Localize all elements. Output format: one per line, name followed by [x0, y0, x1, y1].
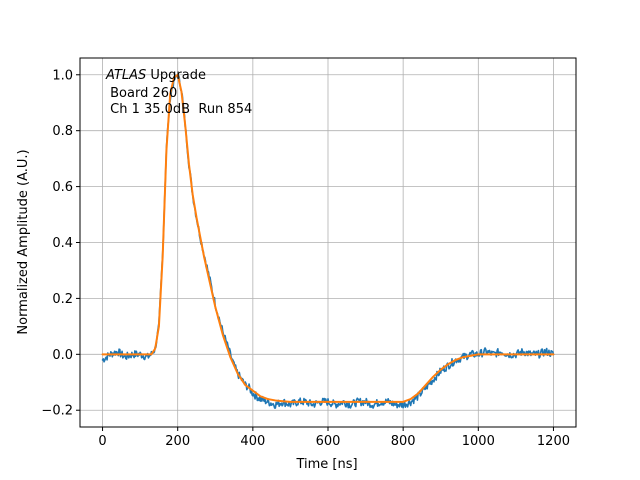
y-axis-ticks: −0.2 0.0 0.2 0.4 0.6 0.8 1.0: [41, 68, 80, 419]
y-tick-label: 0.6: [52, 180, 73, 195]
x-tick-label: 600: [316, 434, 341, 449]
y-tick-label: 0.8: [52, 124, 73, 139]
x-axis-ticks: 0 200 400 600 800 1000 1200: [98, 427, 570, 449]
y-axis-label: Normalized Amplitude (A.U.): [16, 149, 31, 334]
x-tick-label: 400: [240, 434, 265, 449]
annotation-atlas: ATLAS: [105, 68, 146, 83]
x-tick-label: 0: [98, 434, 106, 449]
series-group: [101, 73, 555, 409]
annotation-line-2: Board 260: [106, 86, 177, 101]
x-tick-label: 800: [391, 434, 416, 449]
x-tick-label: 1200: [537, 434, 570, 449]
y-tick-label: 0.0: [52, 348, 73, 363]
y-tick-label: −0.2: [41, 404, 73, 419]
series-line-fit: [101, 73, 555, 403]
y-tick-label: 0.4: [52, 236, 73, 251]
annotation-line-3: Ch 1 35.0dB Run 854: [106, 102, 252, 117]
x-tick-label: 200: [165, 434, 190, 449]
x-tick-label: 1000: [462, 434, 495, 449]
y-tick-label: 1.0: [52, 68, 73, 83]
x-axis-label: Time [ns]: [295, 457, 357, 472]
annotation-upgrade: Upgrade: [146, 68, 206, 83]
annotation-line-1: ATLAS Upgrade: [105, 68, 206, 83]
y-tick-label: 0.2: [52, 292, 73, 307]
